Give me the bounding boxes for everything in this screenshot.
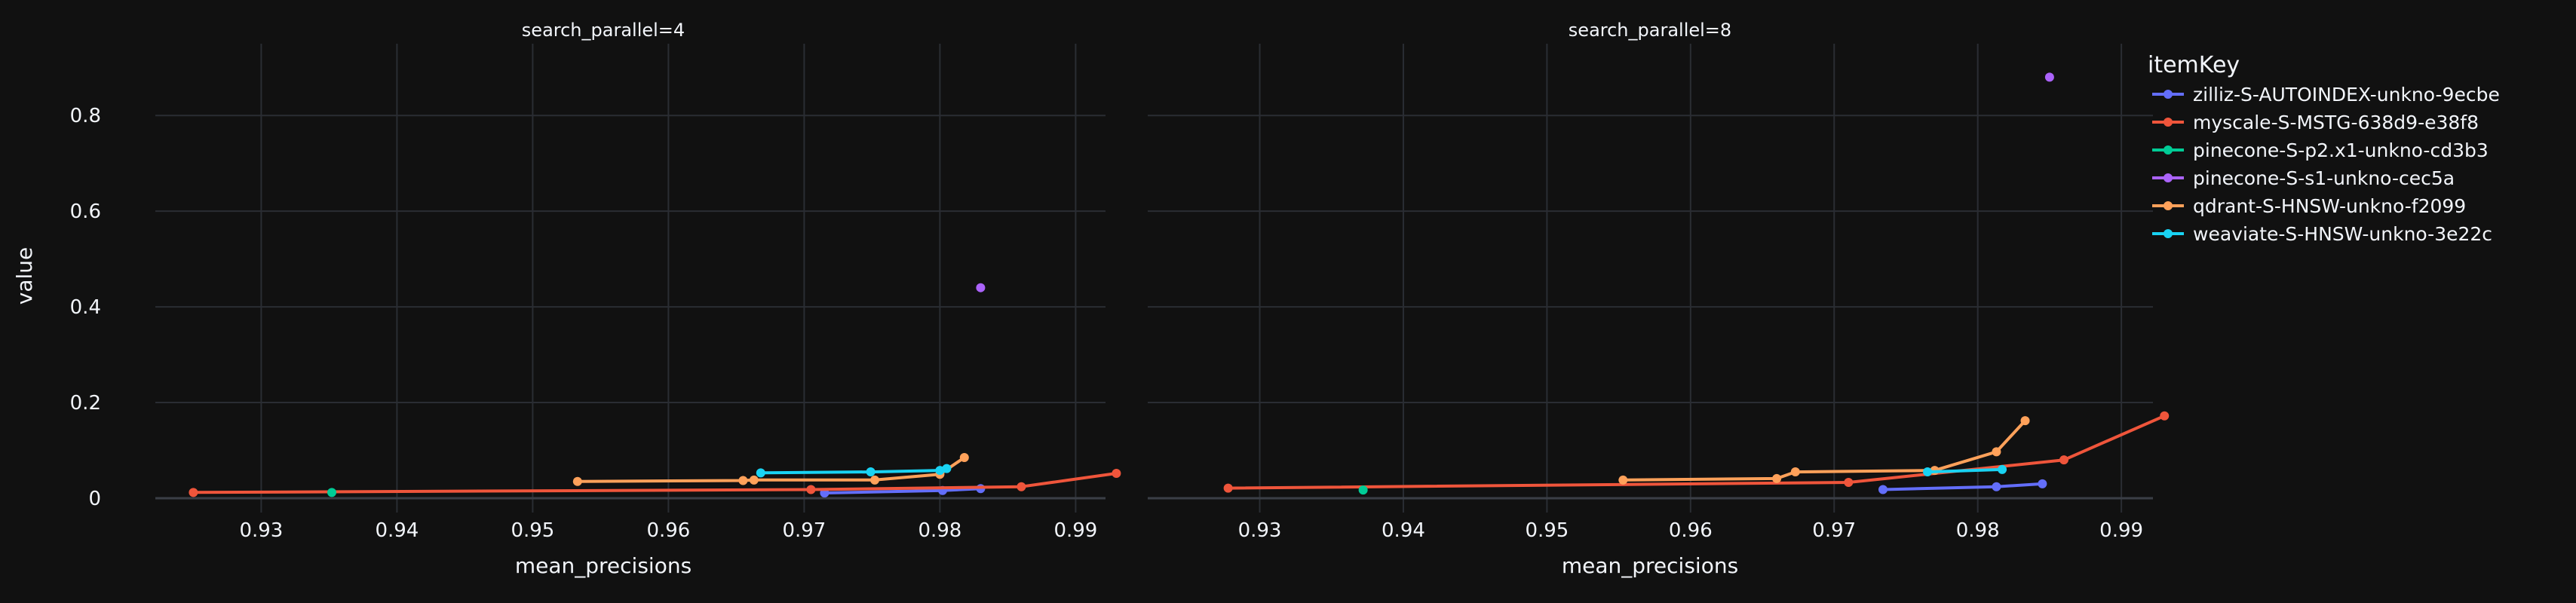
data-point	[2020, 416, 2030, 426]
data-point	[935, 466, 945, 476]
legend-marker	[2164, 145, 2173, 155]
data-point	[1618, 475, 1628, 485]
legend-label: zilliz-S-AUTOINDEX-unkno-9ecbe	[2193, 84, 2500, 106]
y-ticks: 0 0.2 0.4 0.6 0.8	[70, 105, 101, 510]
y-tick-label: 0	[88, 488, 101, 510]
legend-label: myscale-S-MSTG-638d9-e38f8	[2193, 112, 2479, 133]
legend: itemKey zilliz-S-AUTOINDEX-unkno-9ecbe my…	[2148, 52, 2500, 245]
x-tick-label: 0.93	[1238, 519, 1282, 542]
x-tick-label: 0.96	[1669, 519, 1713, 542]
panel-grid	[1148, 44, 2153, 513]
legend-label: qdrant-S-HNSW-unkno-f2099	[2193, 195, 2466, 217]
x-tick-label: 0.94	[1382, 519, 1425, 542]
data-point	[1844, 478, 1854, 488]
x-tick-label: 0.98	[1956, 519, 2000, 542]
legend-title: itemKey	[2148, 52, 2240, 78]
legend-item[interactable]: pinecone-S-s1-unkno-cec5a	[2152, 167, 2455, 189]
y-tick-label: 0.6	[70, 200, 101, 223]
data-point	[756, 468, 765, 478]
data-point	[1992, 447, 2001, 457]
y-tick-label: 0.8	[70, 105, 101, 127]
panel-search-parallel-8: search_parallel=8 0.93 0.94 0.95 0.96 0.97 0.…	[1148, 20, 2170, 578]
y-tick-label: 0.4	[70, 296, 101, 319]
data-point	[749, 475, 759, 485]
legend-label: pinecone-S-s1-unkno-cec5a	[2193, 167, 2455, 189]
x-tick-label: 0.97	[782, 519, 826, 542]
data-point	[1878, 485, 1888, 494]
legend-marker	[2164, 201, 2173, 210]
data-point	[1923, 467, 1933, 477]
panel-search-parallel-4: search_parallel=4 0.93 0.94 0.95 0.96 0.97 0.…	[155, 20, 1121, 578]
legend-marker	[2164, 90, 2173, 99]
legend-item[interactable]: zilliz-S-AUTOINDEX-unkno-9ecbe	[2152, 84, 2500, 106]
data-point	[1772, 473, 1782, 483]
data-point	[2059, 455, 2068, 465]
legend-marker	[2164, 118, 2173, 127]
data-point	[1998, 464, 2007, 474]
legend-marker	[2164, 229, 2173, 238]
x-tick-label: 0.99	[1053, 519, 1097, 542]
data-point	[942, 464, 952, 473]
x-tick-label: 0.95	[1525, 519, 1569, 542]
data-point	[1992, 482, 2001, 491]
data-point	[870, 475, 879, 485]
data-point	[189, 488, 198, 497]
x-ticks: 0.93 0.94 0.95 0.96 0.97 0.98 0.99	[1238, 519, 2143, 542]
data-point	[1790, 467, 1800, 477]
data-point	[738, 476, 748, 485]
y-tick-label: 0.2	[70, 392, 101, 415]
data-point	[866, 467, 876, 477]
data-point	[327, 488, 336, 497]
y-axis-label: value	[12, 247, 37, 305]
data-point	[1112, 468, 1121, 478]
series-line	[193, 472, 1117, 494]
x-tick-label: 0.96	[646, 519, 690, 542]
x-axis-label: mean_precisions	[1562, 553, 1738, 578]
x-axis-label: mean_precisions	[515, 553, 692, 578]
legend-marker	[2164, 173, 2173, 182]
series-line	[1927, 467, 2003, 474]
data-point	[1223, 483, 1233, 493]
panel-traces	[189, 283, 1121, 497]
x-tick-label: 0.93	[239, 519, 283, 542]
legend-item[interactable]: weaviate-S-HNSW-unkno-3e22c	[2152, 223, 2492, 245]
data-point	[1017, 482, 1026, 491]
legend-label: pinecone-S-p2.x1-unkno-cd3b3	[2193, 139, 2489, 161]
data-point	[2044, 72, 2054, 82]
x-ticks: 0.93 0.94 0.95 0.96 0.97 0.98 0.99	[239, 519, 1097, 542]
data-point	[976, 283, 986, 292]
data-point	[2038, 479, 2047, 488]
panel-traces	[1223, 72, 2170, 495]
legend-item[interactable]: qdrant-S-HNSW-unkno-f2099	[2152, 195, 2466, 217]
data-point	[959, 453, 969, 463]
x-tick-label: 0.97	[1812, 519, 1856, 542]
data-point	[572, 476, 582, 486]
x-tick-label: 0.95	[511, 519, 554, 542]
panel-grid	[155, 44, 1106, 513]
legend-items: zilliz-S-AUTOINDEX-unkno-9ecbe myscale-S-…	[2152, 84, 2500, 245]
x-tick-label: 0.99	[2099, 519, 2143, 542]
legend-item[interactable]: myscale-S-MSTG-638d9-e38f8	[2152, 112, 2479, 133]
data-point	[1358, 485, 1368, 495]
series-line	[1623, 419, 2026, 482]
data-point	[2160, 411, 2170, 421]
legend-label: weaviate-S-HNSW-unkno-3e22c	[2193, 223, 2492, 245]
legend-item[interactable]: pinecone-S-p2.x1-unkno-cd3b3	[2152, 139, 2489, 161]
x-tick-label: 0.94	[375, 519, 419, 542]
x-tick-label: 0.98	[918, 519, 961, 542]
panel-title: search_parallel=4	[522, 20, 685, 41]
panel-title: search_parallel=8	[1569, 20, 1731, 41]
data-point	[806, 485, 816, 494]
